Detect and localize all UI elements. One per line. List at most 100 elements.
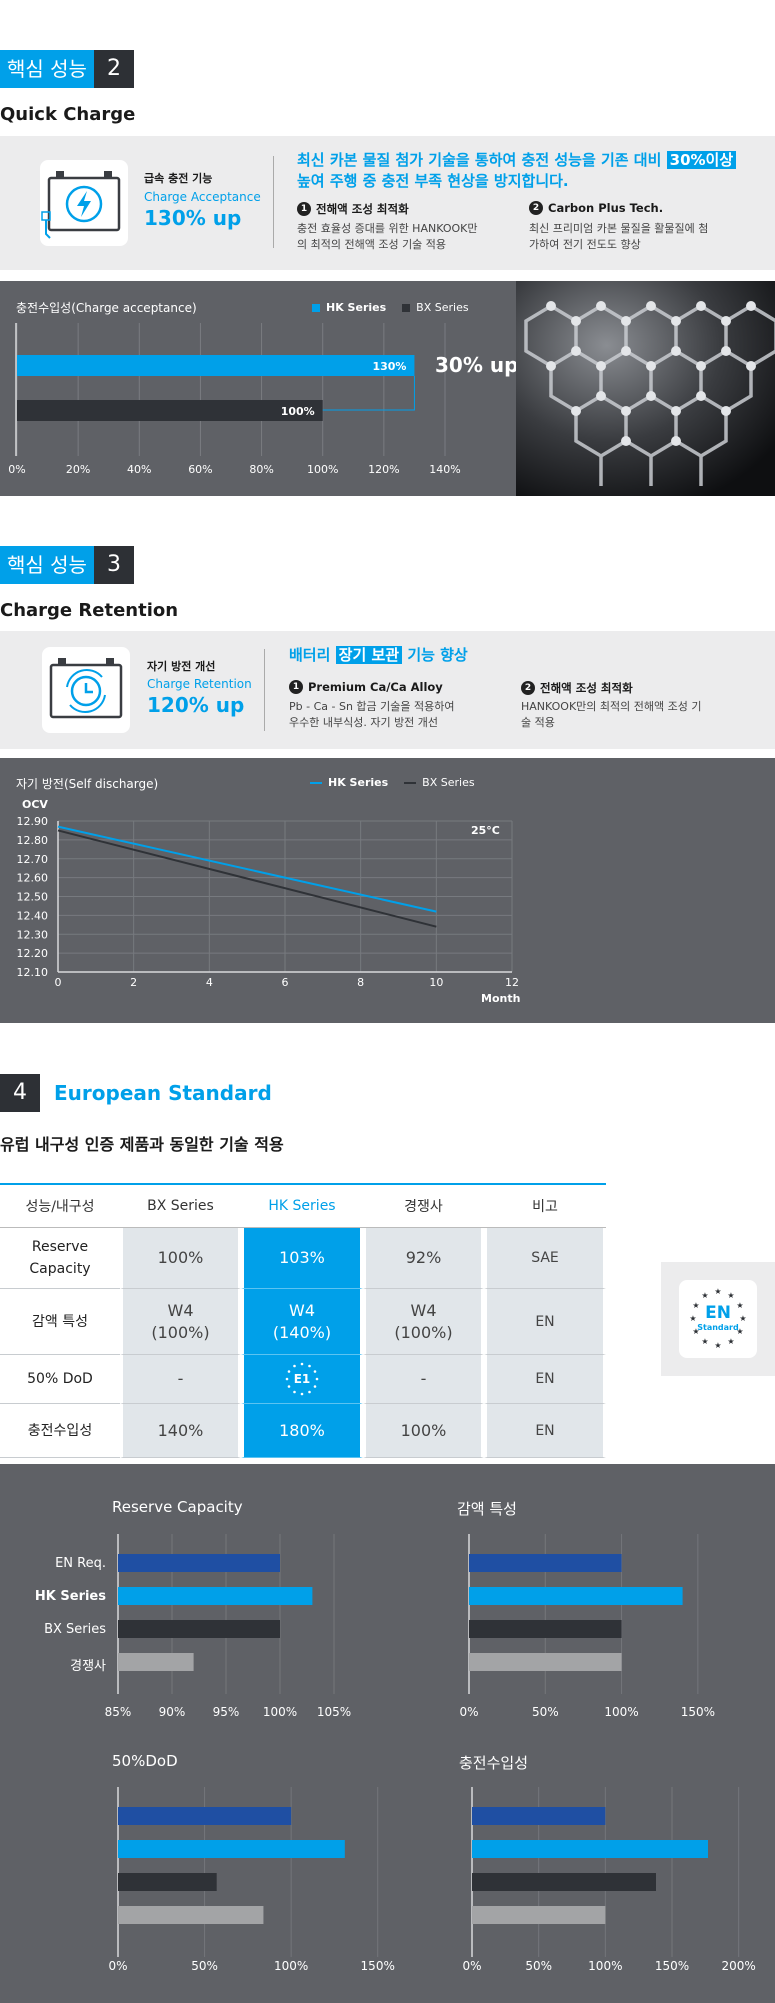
y-tick-label: 12.40 <box>17 909 49 922</box>
x-tick-label: 2 <box>130 976 137 989</box>
x-tick-label: 100% <box>307 463 338 476</box>
divider <box>264 649 265 731</box>
x-tick-label: 12 <box>505 976 519 989</box>
point-2-desc: HANKOOK만의 최적의 전해액 조성 기 술 적용 <box>521 699 701 731</box>
point-2-desc: 최신 프리미엄 카본 물질을 활물질에 첨 가하여 전기 전도도 향상 <box>529 221 708 253</box>
series-line-hk-series <box>57 825 437 913</box>
section-3-header: 핵심 성능 3 <box>0 546 134 584</box>
mini-chart-title: 충전수입성 <box>459 1754 529 1772</box>
point-desc-line: 가하여 전기 전도도 향상 <box>529 238 641 251</box>
svg-text:★: ★ <box>736 1301 743 1310</box>
x-tick-label: 100% <box>263 1705 297 1719</box>
en-standard-badge-icon: ★ ★ ★ ★ ★ ★ ★ ★ ★ ★ ★ ★ EN Standard <box>679 1280 757 1358</box>
point-title-text: Premium Ca/Ca Alloy <box>308 680 443 694</box>
table-row: Reserve Capacity 100% 103% 92% SAE <box>0 1228 606 1289</box>
legend-swatch-hk <box>312 303 320 312</box>
legend-swatch-bx <box>402 303 411 312</box>
bar-bx-series <box>118 1873 217 1891</box>
cell-line: 180% <box>279 1420 325 1440</box>
section-4-number: 4 <box>0 1074 40 1112</box>
y-tick-label: 12.90 <box>17 815 49 828</box>
legend-swatch-hk <box>310 781 322 784</box>
chart-legend: HK Series BX Series <box>312 301 469 314</box>
bar-bx-series <box>469 1620 622 1638</box>
x-tick-label: 6 <box>282 976 289 989</box>
x-tick-label: 0% <box>462 1959 481 1973</box>
feature-headline: 최신 카본 물질 첨가 기술을 통하여 충전 성능을 기존 대비 30%이상 높… <box>297 150 757 192</box>
carbon-structure-image <box>516 281 775 496</box>
battery-charge-icon <box>40 160 128 246</box>
section-label: 핵심 성능 <box>0 546 94 584</box>
table-cell: W4 (140%) <box>241 1289 363 1355</box>
svg-text:★: ★ <box>692 1301 699 1310</box>
self-discharge-panel: 자기 방전(Self discharge) HK Series BX Serie… <box>0 758 775 1023</box>
legend-label-hk: HK Series <box>326 301 387 314</box>
charge-acceptance-chart: 0% 20% 40% 60% 80% 100% 120% 140% 130% 100% <box>8 323 461 476</box>
point-2-title: 2 Carbon Plus Tech. <box>529 201 663 215</box>
mini-charts-panel: Reserve Capacity 감액 특성 50%DoD 충전수입성 EN R… <box>0 1464 775 2003</box>
table-header-row: 성능/내구성 BX Series HK Series 경쟁사 비고 <box>0 1185 606 1228</box>
cell-line: Reserve <box>31 1239 89 1255</box>
table-cell: 180% <box>241 1404 363 1458</box>
cell-line: EN <box>535 1422 555 1439</box>
point-desc-line: HANKOOK만의 최적의 전해액 조성 기 <box>521 700 702 713</box>
point-title-text: 전해액 조성 최적화 <box>316 202 409 216</box>
bar-bx-series <box>472 1873 656 1891</box>
feature-ko: 급속 충전 기능 <box>144 172 213 185</box>
svg-text:★: ★ <box>727 1337 734 1346</box>
table-header: 비고 <box>484 1185 606 1228</box>
number-badge: 1 <box>297 202 311 216</box>
table-cell: 140% <box>120 1404 241 1458</box>
bar-hk-series <box>17 355 415 376</box>
bar-en-req <box>472 1807 606 1825</box>
cell-line: SAE <box>531 1250 559 1266</box>
cell-line: 충전수입성 <box>27 1422 93 1439</box>
table-cell: W4 (100%) <box>120 1289 241 1355</box>
svg-text:★: ★ <box>701 1291 708 1300</box>
cell-line: W4 <box>289 1300 315 1320</box>
bar-value-label: 130% <box>372 360 406 373</box>
table-cell: 92% <box>363 1228 484 1289</box>
section-label: 핵심 성능 <box>0 50 94 88</box>
x-tick-label: 120% <box>368 463 399 476</box>
feature-ko: 자기 방전 개선 <box>147 660 216 673</box>
svg-text:★: ★ <box>714 1341 721 1350</box>
mini-chart-title: 50%DoD <box>112 1752 178 1770</box>
series-line-bx-series <box>57 829 437 928</box>
bar-en-req <box>469 1554 622 1572</box>
x-tick-label: 20% <box>66 463 90 476</box>
charge-retention-feature-box: 자기 방전 개선 Charge Retention 120% up 배터리 장기… <box>0 631 775 749</box>
svg-text:★: ★ <box>736 1327 743 1336</box>
point-desc-line: 의 최적의 전해액 조성 기술 적용 <box>297 238 447 251</box>
divider <box>273 156 274 248</box>
x-tick-label: 10 <box>429 976 443 989</box>
x-tick-label: 0% <box>108 1959 127 1973</box>
temperature-label: 25°C <box>471 824 500 837</box>
table-cell: 100% <box>120 1228 241 1289</box>
table-row: 충전수입성 140% 180% 100% EN <box>0 1404 606 1458</box>
feature-en: Charge Retention <box>147 677 252 691</box>
table-header: HK Series <box>241 1185 363 1228</box>
cell-line: EN <box>535 1313 555 1330</box>
bar-value-label: 100% <box>281 405 315 418</box>
category-label: EN Req. <box>55 1556 106 1571</box>
svg-text:★: ★ <box>714 1287 721 1296</box>
table-cell: 50% DoD <box>0 1355 120 1404</box>
x-tick-label: 140% <box>429 463 460 476</box>
category-label: 경쟁사 <box>70 1659 106 1674</box>
headline-highlight: 30%이상 <box>666 151 737 169</box>
headline-text: 높여 주행 중 충전 부족 현상을 방지합니다. <box>297 172 569 190</box>
x-tick-label: 8 <box>357 976 364 989</box>
point-1-title: 1 전해액 조성 최적화 <box>297 201 409 217</box>
x-tick-label: 200% <box>722 1959 756 1973</box>
chart-title: 충전수입성(Charge acceptance) <box>16 301 197 315</box>
x-tick-label: 50% <box>525 1959 552 1973</box>
number-badge: 2 <box>521 681 535 695</box>
table-header: 경쟁사 <box>363 1185 484 1228</box>
y-tick-label: 12.80 <box>17 834 49 847</box>
bar-hk-series <box>118 1840 345 1858</box>
feature-headline: 배터리 장기 보관 기능 향상 <box>289 645 749 666</box>
bar-bx-series <box>118 1620 280 1638</box>
x-tick-label: 90% <box>159 1705 186 1719</box>
battery-clock-icon <box>42 647 130 733</box>
